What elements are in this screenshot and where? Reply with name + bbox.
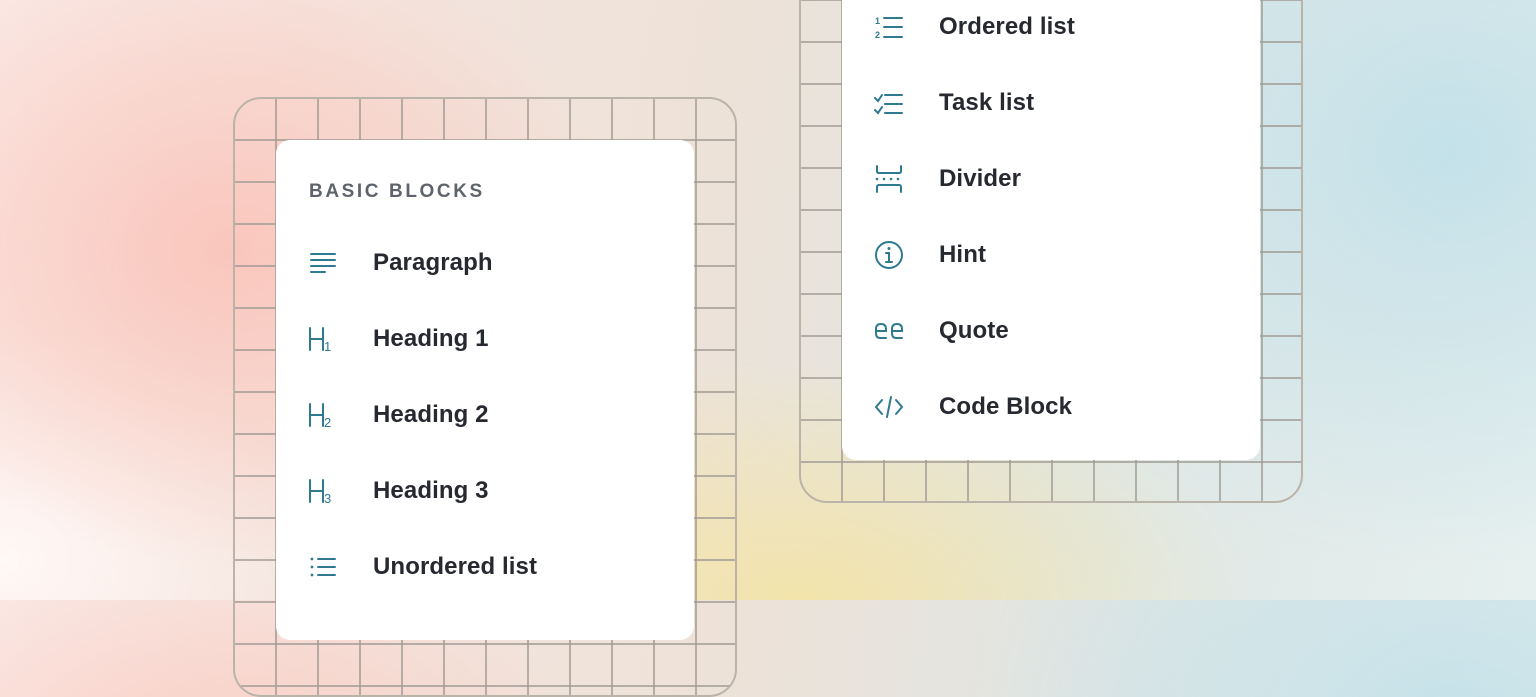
menu-item-label: Code Block (939, 393, 1073, 420)
unordered-list-icon (306, 550, 340, 584)
menu-item-label: Quote (939, 317, 1009, 344)
info-icon (872, 238, 906, 272)
paragraph-icon (306, 246, 340, 280)
menu-item-quote[interactable]: Quote (842, 301, 1260, 361)
heading-2-icon: 2 (306, 398, 340, 432)
menu-item-label: Heading 3 (373, 477, 489, 504)
menu-item-paragraph[interactable]: Paragraph (276, 233, 694, 293)
svg-text:2: 2 (875, 30, 880, 40)
blocks-menu-continued: 1 2 Ordered list Task list Divider Hint Quote C… (842, 0, 1260, 460)
menu-item-heading-1[interactable]: 1 Heading 1 (276, 309, 694, 369)
menu-item-heading-3[interactable]: 3 Heading 3 (276, 461, 694, 521)
menu-item-label: Hint (939, 241, 987, 268)
menu-item-label: Divider (939, 165, 1022, 192)
menu-item-code-block[interactable]: Code Block (842, 377, 1260, 437)
svg-text:1: 1 (875, 16, 880, 26)
menu-item-label: Task list (939, 89, 1035, 116)
heading-1-icon: 1 (306, 322, 340, 356)
menu-item-ordered-list[interactable]: 1 2 Ordered list (842, 0, 1260, 57)
section-title: BASIC BLOCKS (309, 181, 485, 202)
menu-item-label: Ordered list (939, 13, 1075, 40)
svg-text:2: 2 (324, 415, 331, 430)
menu-item-label: Unordered list (373, 553, 538, 580)
menu-item-unordered-list[interactable]: Unordered list (276, 537, 694, 597)
menu-item-label: Heading 2 (373, 401, 489, 428)
code-icon (872, 390, 906, 424)
svg-text:3: 3 (324, 491, 331, 506)
svg-text:1: 1 (324, 339, 331, 354)
quote-icon (872, 314, 906, 348)
menu-item-task-list[interactable]: Task list (842, 73, 1260, 133)
menu-item-label: Paragraph (373, 249, 493, 276)
menu-item-label: Heading 1 (373, 325, 489, 352)
menu-item-heading-2[interactable]: 2 Heading 2 (276, 385, 694, 445)
basic-blocks-menu: BASIC BLOCKS Paragraph 1 Heading 1 2 Heading… (276, 140, 694, 640)
task-list-icon (872, 86, 906, 120)
divider-icon (872, 162, 906, 196)
menu-item-hint[interactable]: Hint (842, 225, 1260, 285)
heading-3-icon: 3 (306, 474, 340, 508)
menu-item-divider[interactable]: Divider (842, 149, 1260, 209)
